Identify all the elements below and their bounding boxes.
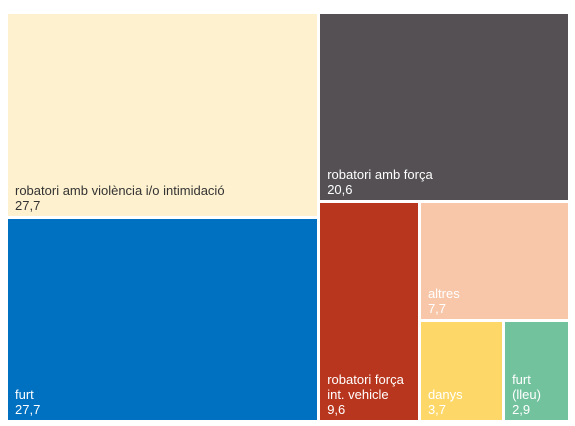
treemap-cell: robatori amb força 20,6 (320, 14, 568, 201)
treemap-cell: robatori amb violència i/o intimidació 27… (8, 14, 318, 216)
treemap-cell: robatori força int. vehicle 9,6 (320, 203, 418, 420)
cell-name: furt (15, 387, 34, 402)
cell-value: 27,7 (15, 197, 41, 213)
cell-name: robatori amb força (327, 167, 433, 183)
cell-name: furt (lleu) (512, 371, 541, 402)
cell-name: altres (427, 285, 460, 301)
cell-value: 3,7 (427, 401, 447, 417)
cell-name: danys (427, 386, 463, 402)
cell-value: 2,9 (512, 401, 531, 417)
cell-name: robatori força int. vehicle (327, 371, 404, 402)
treemap-cell: danys 3,7 (420, 321, 503, 420)
treemap-cell: furt 27,7 (8, 218, 318, 420)
cell-value: 9,6 (327, 401, 346, 417)
cell-value: 7,7 (427, 300, 447, 316)
treemap-cell: furt (lleu) 2,9 (505, 321, 568, 420)
treemap-cell: altres 7,7 (420, 203, 568, 319)
cell-value: 20,6 (327, 182, 353, 198)
cell-value: 27,7 (15, 402, 41, 417)
cell-name: robatori amb violència i/o intimidació (15, 182, 225, 198)
